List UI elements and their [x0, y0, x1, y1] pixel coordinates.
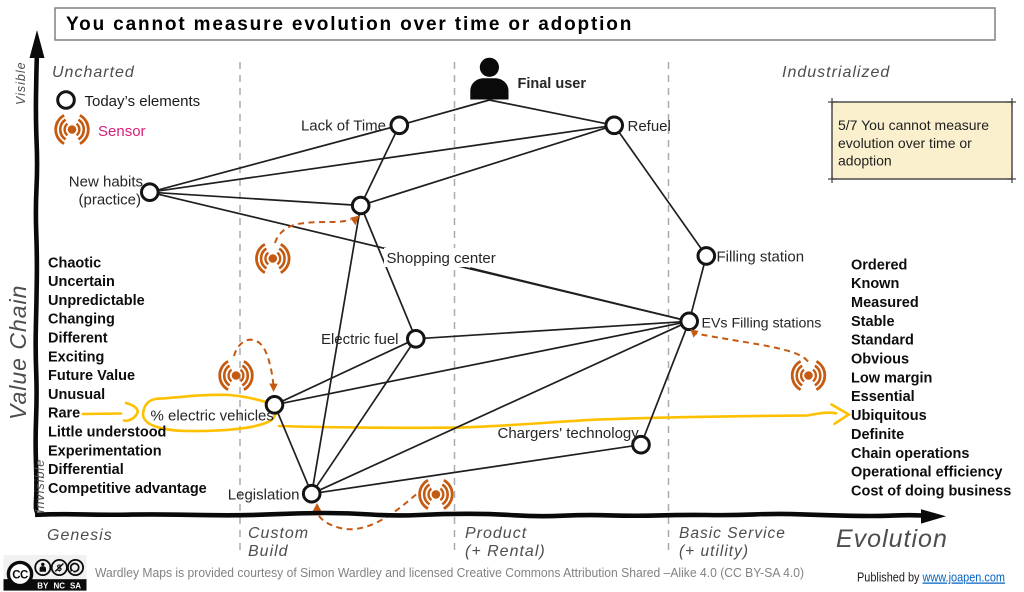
svg-text:Value Chain: Value Chain	[5, 285, 31, 420]
svg-text:Chaotic: Chaotic	[48, 255, 101, 271]
svg-text:Stable: Stable	[851, 314, 895, 330]
svg-text:Operational efficiency: Operational efficiency	[851, 465, 1003, 481]
svg-text:Custom: Custom	[248, 525, 309, 542]
svg-text:Published by www.joapen.com: Published by www.joapen.com	[857, 571, 1005, 585]
svg-text:Industrialized: Industrialized	[782, 64, 890, 81]
svg-text:Differential: Differential	[48, 462, 124, 478]
svg-text:Exciting: Exciting	[48, 349, 104, 365]
svg-text:Final user: Final user	[518, 76, 587, 92]
svg-text:Definite: Definite	[851, 427, 904, 443]
svg-text:Uncertain: Uncertain	[48, 274, 115, 290]
svg-text:Legislation: Legislation	[228, 487, 300, 504]
svg-text:Experimentation: Experimentation	[48, 443, 162, 459]
svg-text:Refuel: Refuel	[628, 118, 671, 135]
svg-text:Cost of doing business: Cost of doing business	[851, 484, 1011, 500]
svg-text:Invisible: Invisible	[33, 459, 47, 513]
svg-text:Build: Build	[248, 543, 289, 560]
svg-text:Chargers' technology: Chargers' technology	[498, 425, 640, 442]
svg-text:Unpredictable: Unpredictable	[48, 293, 145, 309]
svg-text:Low margin: Low margin	[851, 370, 932, 386]
svg-text:Future Value: Future Value	[48, 368, 135, 384]
svg-text:evolution over time or: evolution over time or	[838, 135, 972, 151]
svg-text:(+ Rental): (+ Rental)	[465, 543, 546, 560]
svg-text:Ubiquitous: Ubiquitous	[851, 408, 927, 424]
svg-text:Visible: Visible	[14, 61, 28, 105]
svg-text:Little understood: Little understood	[48, 425, 166, 441]
svg-text:Unusual: Unusual	[48, 387, 105, 403]
svg-text:(+ utility): (+ utility)	[679, 543, 749, 560]
svg-text:Filling station: Filling station	[717, 249, 805, 266]
svg-text:You cannot measure evolution o: You cannot measure evolution over time o…	[66, 14, 633, 35]
svg-text:Shopping center: Shopping center	[387, 250, 496, 267]
svg-text:Lack of Time: Lack of Time	[301, 118, 386, 135]
svg-text:New habits: New habits	[69, 174, 143, 191]
svg-text:(practice): (practice)	[78, 192, 141, 209]
svg-text:% electric vehicles: % electric vehicles	[151, 408, 274, 425]
svg-text:Ordered: Ordered	[851, 257, 907, 273]
svg-text:Chain operations: Chain operations	[851, 446, 969, 462]
svg-text:Uncharted: Uncharted	[52, 64, 135, 81]
svg-text:Different: Different	[48, 331, 108, 347]
svg-text:Essential: Essential	[851, 389, 915, 405]
svg-text:Standard: Standard	[851, 333, 914, 349]
svg-text:Changing: Changing	[48, 312, 115, 328]
svg-text:5/7 You cannot measure: 5/7 You cannot measure	[838, 117, 989, 133]
svg-text:Electric fuel: Electric fuel	[321, 331, 399, 348]
svg-text:Rare: Rare	[48, 406, 80, 422]
svg-text:Competitive advantage: Competitive advantage	[48, 481, 207, 497]
svg-text:Genesis: Genesis	[47, 527, 113, 544]
svg-text:Measured: Measured	[851, 295, 919, 311]
svg-text:Today’s elements: Today’s elements	[85, 93, 201, 110]
svg-text:adoption: adoption	[838, 153, 892, 169]
svg-text:EVs Filling stations: EVs Filling stations	[702, 316, 822, 332]
svg-text:CC: CC	[12, 570, 28, 582]
svg-text:BY: BY	[37, 582, 49, 591]
svg-text:Known: Known	[851, 276, 899, 292]
svg-text:NC: NC	[54, 582, 66, 591]
svg-text:Basic Service: Basic Service	[679, 525, 786, 542]
svg-text:SA: SA	[70, 582, 81, 591]
svg-text:Obvious: Obvious	[851, 352, 909, 368]
svg-text:Evolution: Evolution	[836, 525, 948, 553]
svg-text:Product: Product	[465, 525, 527, 542]
svg-text:Wardley Maps is provided court: Wardley Maps is provided courtesy of Sim…	[95, 565, 804, 580]
svg-text:Sensor: Sensor	[98, 123, 146, 140]
